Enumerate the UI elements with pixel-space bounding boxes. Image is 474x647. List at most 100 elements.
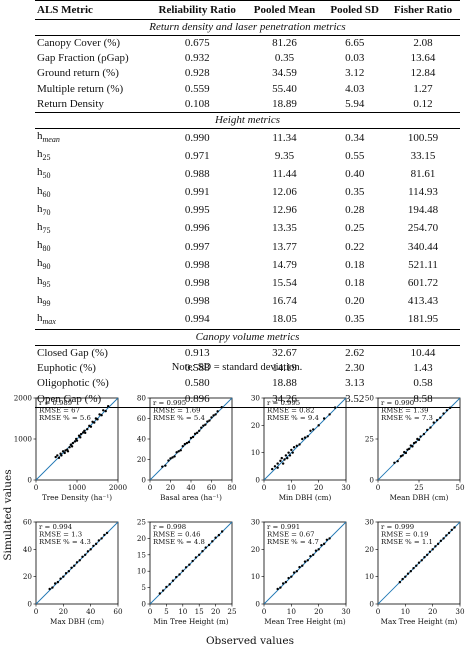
reliability-cell: 0.896 <box>148 391 246 408</box>
section-header-row: Height metrics <box>35 111 460 129</box>
data-point <box>417 561 421 564</box>
data-point <box>435 418 439 422</box>
data-point <box>211 540 214 543</box>
data-point <box>401 454 404 457</box>
data-point <box>287 576 290 580</box>
metric-name-cell: Gap Fraction (ρGap) <box>35 51 149 66</box>
metric-name: Open Gap (%) <box>37 392 102 405</box>
data-point <box>204 546 207 549</box>
table-header-row: ALS Metric Reliability Ratio Pooled Mean… <box>35 0 460 20</box>
data-point <box>81 431 85 434</box>
reliability-cell: 0.580 <box>184 377 210 390</box>
data-point <box>325 538 329 541</box>
data-point <box>54 455 57 459</box>
data-point <box>279 459 282 463</box>
mean-cell: 34.59 <box>272 67 297 80</box>
data-point <box>417 438 421 442</box>
sd-cell: 0.34 <box>345 131 365 144</box>
reliability-cell: 0.998 <box>184 295 210 308</box>
table-row: Open Gap (%) 0.896 34.26 3.52 8.58 <box>35 391 460 408</box>
data-point <box>81 555 84 559</box>
data-point <box>181 444 184 448</box>
stat-label: RMSE = 67 <box>39 407 80 415</box>
data-point <box>168 583 171 586</box>
mean-cell: 13.35 <box>272 222 297 235</box>
data-point <box>189 436 193 440</box>
sd-cell: 5.94 <box>345 97 365 110</box>
data-point <box>407 447 411 451</box>
metric-name: h <box>37 129 43 142</box>
data-point <box>106 405 110 408</box>
data-point <box>283 458 286 461</box>
data-point <box>328 537 331 540</box>
data-point <box>292 571 296 574</box>
data-point <box>173 455 176 458</box>
data-point <box>164 464 167 467</box>
data-point <box>273 465 277 468</box>
sd-cell: 2.30 <box>345 362 365 375</box>
data-point <box>312 553 315 556</box>
x-tick-label: 25 <box>414 483 424 492</box>
sd-cell: 0.28 <box>345 204 365 217</box>
data-point <box>161 465 164 468</box>
metric-subscript: 95 <box>42 280 51 290</box>
fisher-cell: 2.08 <box>413 37 433 50</box>
metric-name-cell: Closed Gap (%) <box>35 346 149 362</box>
data-point <box>57 456 61 460</box>
data-point <box>97 539 101 542</box>
data-point <box>64 572 68 575</box>
data-point <box>301 437 304 441</box>
stat-label: RMSE % = 5.6 <box>39 414 91 422</box>
data-point <box>187 440 191 444</box>
data-point <box>284 454 288 457</box>
mean-cell: 9.35 <box>274 149 295 162</box>
data-point <box>56 454 59 457</box>
metric-name-cell: h50 <box>35 165 149 183</box>
fisher-cell: 413.43 <box>407 295 439 308</box>
data-point <box>214 536 217 539</box>
data-point <box>404 451 408 455</box>
data-point <box>103 533 106 537</box>
panel-x-label: Basal area (ha⁻¹) <box>160 493 222 502</box>
metric-name: Multiple return (%) <box>37 82 124 95</box>
als-metrics-table: ALS Metric Reliability Ratio Pooled Mean… <box>35 0 460 408</box>
metric-name: h <box>37 166 43 179</box>
data-point <box>70 445 74 448</box>
data-point <box>436 542 440 546</box>
mean-cell: 15.54 <box>272 277 297 290</box>
data-point <box>412 566 415 570</box>
data-point <box>295 444 298 448</box>
col-header-fisher: Fisher Ratio <box>386 0 460 20</box>
x-tick-label: 0 <box>376 483 381 492</box>
stat-label: r = 0.998 <box>153 523 186 531</box>
col-header-sd: Pooled SD <box>323 0 386 20</box>
data-point <box>415 564 418 567</box>
data-point <box>429 426 432 429</box>
y-tick-label: 20 <box>251 545 261 554</box>
data-point <box>185 441 189 445</box>
fisher-cell: 33.15 <box>410 149 436 162</box>
sd-cell: 4.03 <box>345 82 365 95</box>
y-tick-label: 20 <box>23 572 33 581</box>
data-point <box>67 570 71 573</box>
data-point <box>445 409 449 412</box>
mean-cell: 34.26 <box>245 391 324 408</box>
metric-name: h <box>37 293 43 306</box>
data-point <box>79 432 83 436</box>
table-row: Oligophotic (%) 0.580 18.88 3.13 0.58 <box>35 376 460 391</box>
col-header-mean: Pooled Mean <box>245 0 324 20</box>
table-row: Ground return (%) 0.928 34.59 3.12 12.84 <box>35 66 460 81</box>
panel-frame <box>263 397 347 481</box>
panel-x-label: Tree Density (ha⁻¹) <box>42 493 112 502</box>
data-point <box>411 445 414 448</box>
one-to-one-line <box>263 521 347 605</box>
x-tick-label: 60 <box>113 607 123 616</box>
data-point <box>317 424 320 427</box>
y-tick-label: 2000 <box>14 394 33 403</box>
reliability-cell: 0.988 <box>184 167 210 180</box>
y-tick-label: 50 <box>365 394 375 403</box>
table-row: h80 0.997 13.77 0.22 340.44 <box>35 238 460 256</box>
data-point <box>158 592 162 595</box>
data-point <box>276 466 279 469</box>
